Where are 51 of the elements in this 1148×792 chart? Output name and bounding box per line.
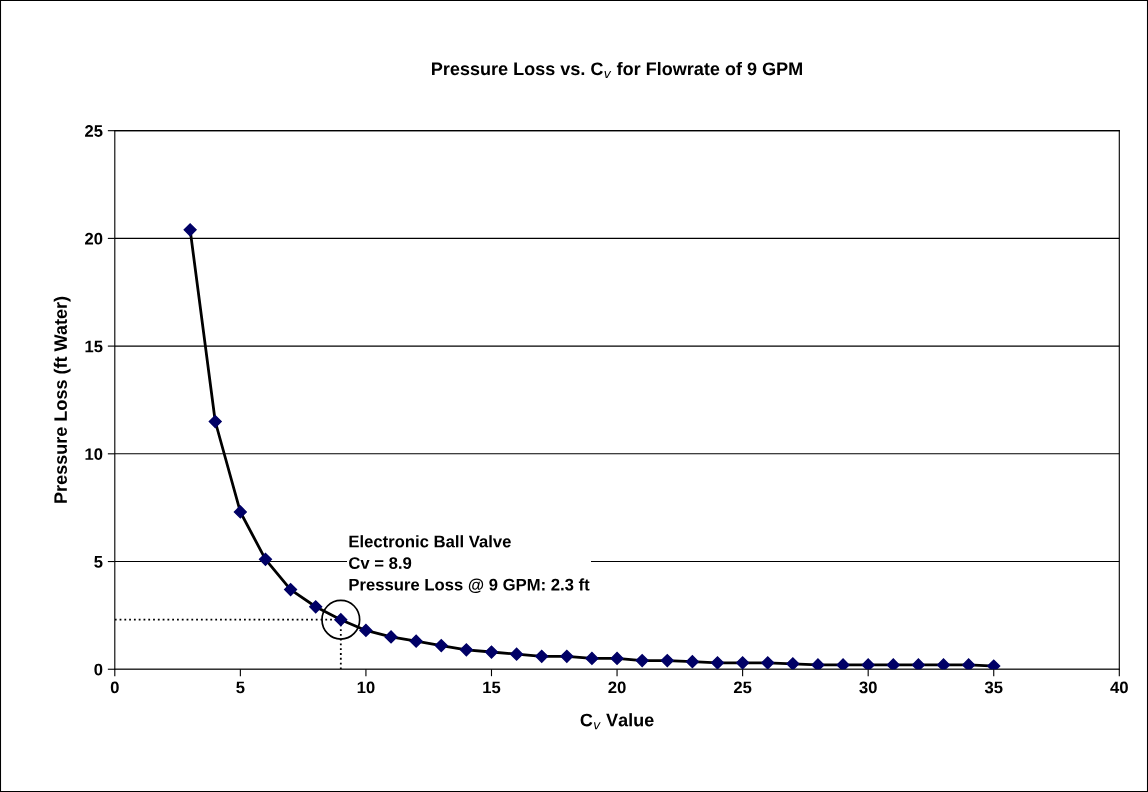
x-tick-label: 30 bbox=[859, 681, 877, 694]
point bbox=[510, 647, 524, 661]
x-tick-label: 25 bbox=[733, 681, 752, 694]
y-tick-label: 0 bbox=[94, 663, 103, 676]
point bbox=[535, 649, 549, 663]
y-tick-label: 20 bbox=[85, 232, 103, 245]
annotation: Electronic Ball Valve Cv = 8.9 Pressure Loss @ 9 GPM: 2.3 ft bbox=[349, 535, 590, 594]
chart-title: Pressure Loss vs. C$_{v}$ for Flowrate of 9 GPM bbox=[432, 61, 802, 78]
point bbox=[936, 658, 951, 670]
x-tick-label: 0 bbox=[110, 681, 119, 694]
x-tick-label: 5 bbox=[236, 681, 245, 694]
point bbox=[208, 414, 222, 429]
point bbox=[710, 656, 725, 670]
point bbox=[484, 645, 499, 659]
point bbox=[736, 656, 750, 670]
point bbox=[258, 552, 273, 566]
point bbox=[685, 655, 699, 669]
point bbox=[836, 658, 850, 670]
point bbox=[886, 658, 900, 670]
point bbox=[283, 582, 298, 597]
point bbox=[610, 651, 624, 666]
y-tick-label: 10 bbox=[85, 448, 103, 461]
x-tick-label: 20 bbox=[608, 681, 626, 694]
point bbox=[962, 658, 976, 670]
point bbox=[786, 657, 800, 670]
x-tick-label: 40 bbox=[1110, 681, 1128, 694]
y-tick-label: 5 bbox=[94, 556, 103, 568]
y-tick-label: 15 bbox=[85, 340, 103, 353]
point bbox=[183, 223, 197, 237]
point bbox=[409, 634, 423, 648]
point bbox=[811, 658, 825, 670]
point bbox=[585, 651, 599, 666]
x-tick-label: 15 bbox=[483, 681, 501, 694]
x-tick-label: 10 bbox=[357, 681, 375, 694]
y-tick-label: 25 bbox=[85, 125, 103, 137]
point bbox=[384, 630, 398, 644]
point bbox=[761, 656, 775, 670]
point bbox=[434, 638, 448, 653]
point bbox=[660, 654, 674, 668]
point bbox=[459, 643, 473, 657]
point bbox=[309, 600, 323, 614]
point bbox=[861, 658, 875, 670]
point bbox=[560, 649, 574, 663]
point bbox=[987, 659, 1001, 670]
point bbox=[635, 654, 649, 668]
point bbox=[359, 623, 373, 638]
point bbox=[233, 505, 247, 519]
x-axis-title: C$_{v}$ Value bbox=[580, 713, 654, 730]
y-axis-title: Pressure Loss (ft Water) bbox=[53, 296, 71, 503]
point bbox=[911, 658, 925, 670]
x-tick-label: 35 bbox=[984, 681, 1003, 694]
